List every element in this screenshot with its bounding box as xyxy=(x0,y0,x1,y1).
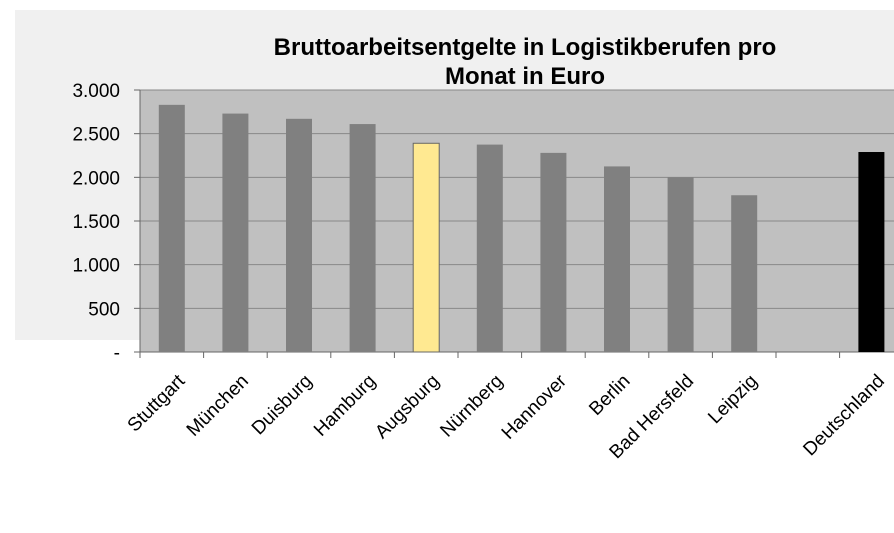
x-tick-label: Leipzig xyxy=(704,371,761,428)
bar xyxy=(476,144,503,352)
x-tick-label: Stuttgart xyxy=(124,370,190,436)
x-tick-label: Augsburg xyxy=(371,371,443,443)
x-tick-label: Hamburg xyxy=(310,371,380,441)
bar xyxy=(858,152,885,352)
chart-title: Monat in Euro xyxy=(445,63,605,90)
y-tick-label: - xyxy=(114,343,120,364)
x-tick-label: Berlin xyxy=(585,371,634,420)
bar xyxy=(286,118,312,352)
bar xyxy=(667,177,694,352)
chart-title: Bruttoarbeitsentgelte in Logistikberufen… xyxy=(274,34,777,61)
x-tick-label: Deutschland xyxy=(799,371,889,461)
x-tick-label: Duisburg xyxy=(248,371,317,440)
bar xyxy=(222,113,249,352)
y-tick-label: 3.000 xyxy=(72,81,120,102)
y-tick-label: 2.500 xyxy=(72,125,120,146)
y-tick-label: 2.000 xyxy=(72,168,120,189)
bar xyxy=(412,142,440,353)
y-tick-label: 500 xyxy=(88,299,120,320)
y-tick-label: 1.500 xyxy=(72,212,120,233)
x-tick-label: Hannover xyxy=(498,370,572,444)
y-tick-label: 1.000 xyxy=(72,256,120,277)
bar xyxy=(158,104,185,352)
x-tick-label: München xyxy=(183,371,253,441)
bar xyxy=(731,195,758,352)
bar xyxy=(604,166,630,352)
bar xyxy=(540,152,567,352)
x-tick-label: Nürnberg xyxy=(436,371,507,442)
bar xyxy=(349,124,376,352)
